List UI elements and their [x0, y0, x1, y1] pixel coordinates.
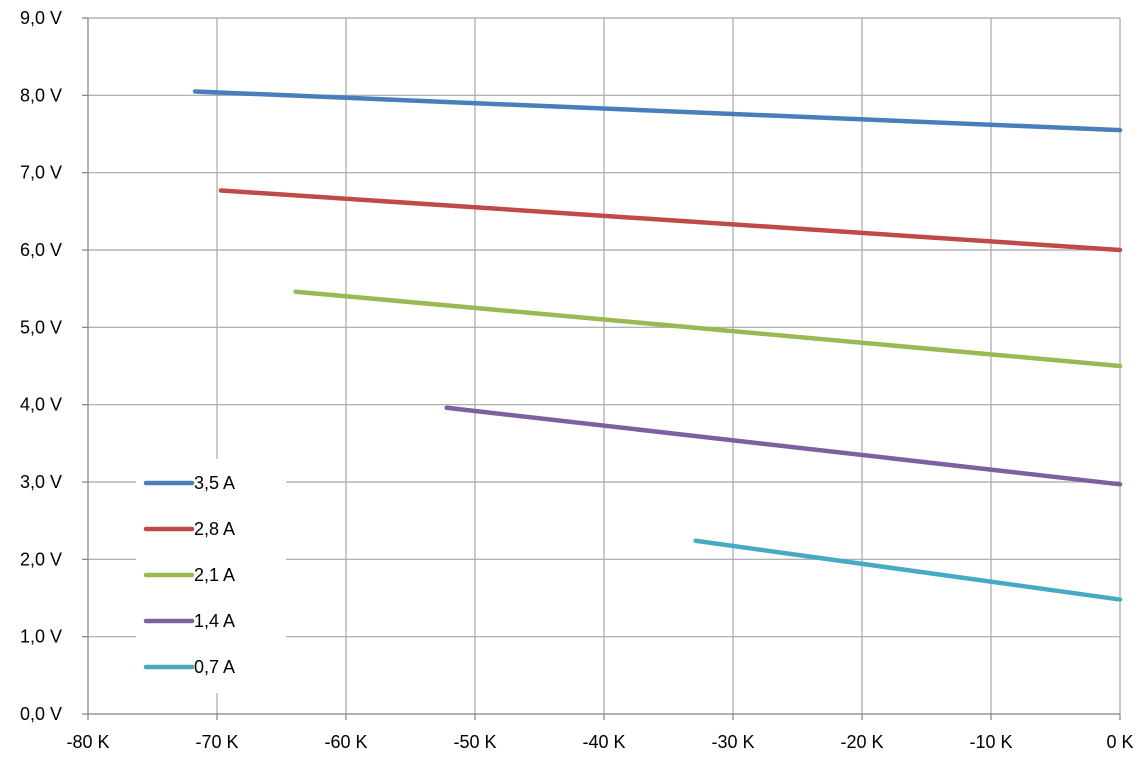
x-tick-label: -40 K — [582, 732, 625, 752]
y-tick-label: 6,0 V — [20, 240, 62, 260]
x-tick-label: -50 K — [453, 732, 496, 752]
series-line-4 — [444, 405, 1123, 487]
y-tick-label: 3,0 V — [20, 472, 62, 492]
x-tick-label: -60 K — [324, 732, 367, 752]
series-lines — [192, 89, 1123, 602]
x-tick-label: -30 K — [711, 732, 754, 752]
y-tick-label: 8,0 V — [20, 85, 62, 105]
series-line-1 — [192, 89, 1123, 133]
legend: 3,5 A 2,8 A 2,1 A 1,4 A 0,7 A — [136, 459, 286, 693]
x-tick-label: -20 K — [840, 732, 883, 752]
y-tick-label: 2,0 V — [20, 549, 62, 569]
axes — [82, 17, 1121, 720]
legend-label: 1,4 A — [194, 611, 235, 631]
x-tick-label: -10 K — [969, 732, 1012, 752]
y-tick-label: 1,0 V — [20, 627, 62, 647]
tick-labels: -80 K -70 K -60 K -50 K -40 K -30 K -20 K -10 K… — [20, 8, 1134, 752]
x-tick-label: -80 K — [66, 732, 109, 752]
legend-label: 0,7 A — [194, 657, 235, 677]
legend-label: 3,5 A — [194, 473, 235, 493]
series-line-5 — [693, 538, 1123, 602]
y-tick-label: 9,0 V — [20, 8, 62, 28]
y-tick-label: 5,0 V — [20, 317, 62, 337]
series-line-3 — [293, 289, 1123, 369]
x-tick-label: -70 K — [195, 732, 238, 752]
x-tick-label: 0 K — [1106, 732, 1133, 752]
legend-label: 2,1 A — [194, 565, 235, 585]
y-tick-label: 7,0 V — [20, 163, 62, 183]
y-tick-label: 4,0 V — [20, 395, 62, 415]
legend-label: 2,8 A — [194, 519, 235, 539]
y-tick-label: 0,0 V — [20, 704, 62, 724]
series-line-2 — [218, 188, 1123, 253]
